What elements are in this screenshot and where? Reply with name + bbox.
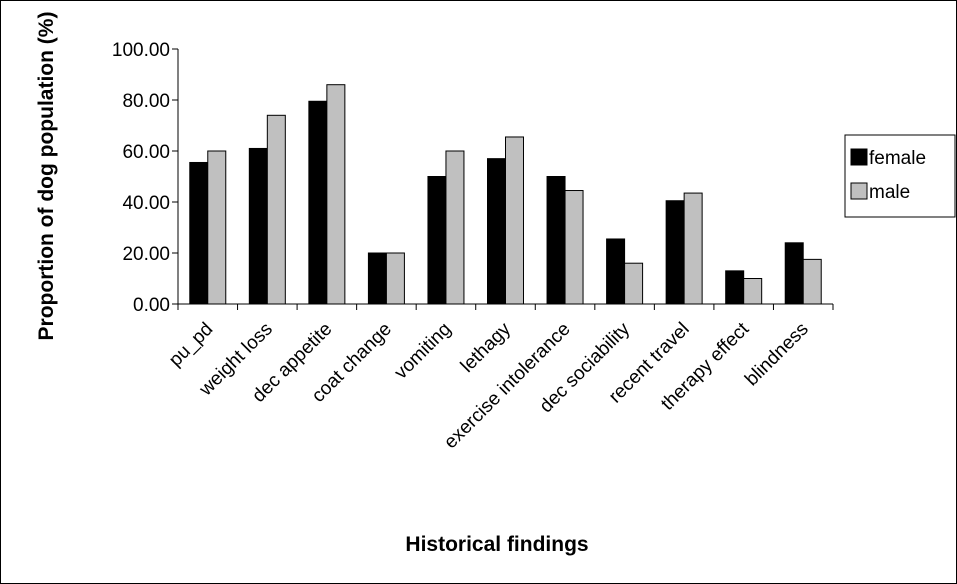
y-tick-label: 80.00: [122, 91, 170, 112]
bar-male: [266, 114, 286, 305]
bar-male: [445, 150, 465, 305]
x-category-label: blindness: [741, 319, 813, 391]
bar-male: [802, 258, 822, 305]
y-tick-label: 0.00: [133, 295, 170, 316]
y-tick-label: 60.00: [122, 142, 170, 163]
x-category-label: pu_pd: [165, 319, 217, 371]
legend-label-female: female: [869, 148, 926, 169]
bar-male: [326, 84, 346, 305]
bar-female: [427, 176, 447, 305]
bars: [189, 84, 822, 305]
bar-male: [505, 136, 524, 305]
x-category-label: lethagy: [457, 318, 516, 377]
legend: female male: [844, 134, 956, 218]
bar-male: [743, 278, 763, 305]
bar-female: [665, 200, 685, 305]
legend-label-male: male: [869, 182, 910, 203]
legend-swatch-female: [850, 148, 868, 166]
bar-female: [784, 242, 804, 305]
bar-male: [207, 150, 227, 305]
bar-female: [308, 100, 328, 305]
bar-male: [564, 190, 584, 305]
x-category-label: vomiting: [391, 319, 456, 384]
y-tick-label: 20.00: [122, 244, 170, 265]
y-axis: 0.00 20.00 40.00 60.00 80.00 100.00: [112, 40, 179, 316]
bar-female: [248, 147, 268, 305]
y-tick-label: 100.00: [112, 40, 170, 61]
y-tick-label: 40.00: [122, 193, 170, 214]
bar-female: [367, 252, 387, 305]
bar-male: [385, 252, 405, 305]
y-axis-title: Proportion of dog population (%): [35, 12, 58, 341]
bar-female: [189, 161, 209, 305]
bar-female: [546, 176, 566, 305]
bar-male: [683, 192, 703, 305]
bar-female: [606, 238, 626, 305]
bar-female: [725, 270, 745, 305]
bar-male: [624, 262, 644, 305]
legend-swatch-male: [850, 182, 868, 200]
x-axis-title: Historical findings: [405, 533, 588, 556]
bar-female: [487, 158, 506, 305]
